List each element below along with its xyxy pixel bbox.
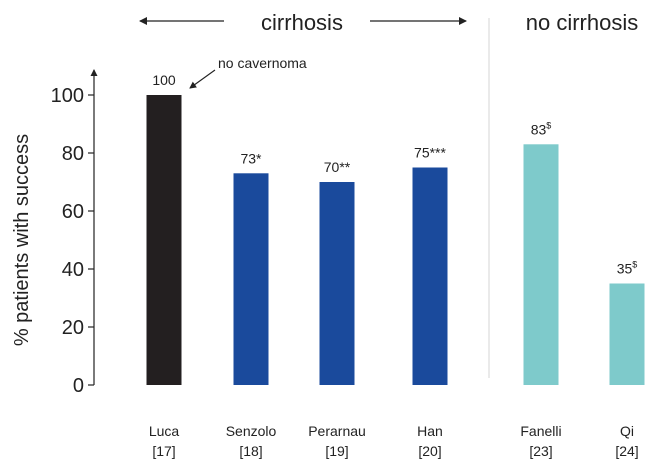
category-ref: [19] [325, 443, 348, 459]
value-label: 100 [152, 72, 176, 88]
category-label: Qi [620, 423, 634, 439]
y-tick-label: 100 [51, 85, 84, 107]
bar-senzolo [233, 173, 269, 385]
category-ref: [24] [615, 443, 638, 459]
category-label: Fanelli [520, 423, 561, 439]
bar-han [412, 167, 448, 385]
annotation-no-cavernoma: no cavernoma [218, 55, 307, 71]
category-ref: [20] [418, 443, 441, 459]
y-tick-label: 0 [73, 375, 84, 397]
category-label: Senzolo [226, 423, 277, 439]
y-tick-label: 60 [62, 201, 84, 223]
bar-perarnau [319, 182, 355, 385]
category-ref: [23] [529, 443, 552, 459]
value-label: 83$ [531, 120, 552, 137]
y-tick-label: 20 [62, 317, 84, 339]
bar-fanelli [523, 144, 559, 385]
group-label-no-cirrhosis: no cirrhosis [526, 10, 638, 35]
group-label-cirrhosis: cirrhosis [261, 10, 343, 35]
bar-luca [146, 95, 182, 385]
category-ref: [18] [239, 443, 262, 459]
annotation-arrow [189, 69, 216, 89]
value-label: 35$ [617, 260, 638, 277]
y-tick-label: 80 [62, 143, 84, 165]
y-tick-label: 40 [62, 259, 84, 281]
value-label: 73* [240, 150, 262, 166]
bar-qi [609, 283, 645, 385]
category-label: Han [417, 423, 443, 439]
y-axis-label: % patients with success [11, 134, 33, 346]
category-label: Perarnau [308, 423, 366, 439]
category-ref: [17] [152, 443, 175, 459]
category-label: Luca [149, 423, 180, 439]
value-label: 70** [324, 159, 351, 175]
value-label: 75*** [414, 145, 446, 161]
